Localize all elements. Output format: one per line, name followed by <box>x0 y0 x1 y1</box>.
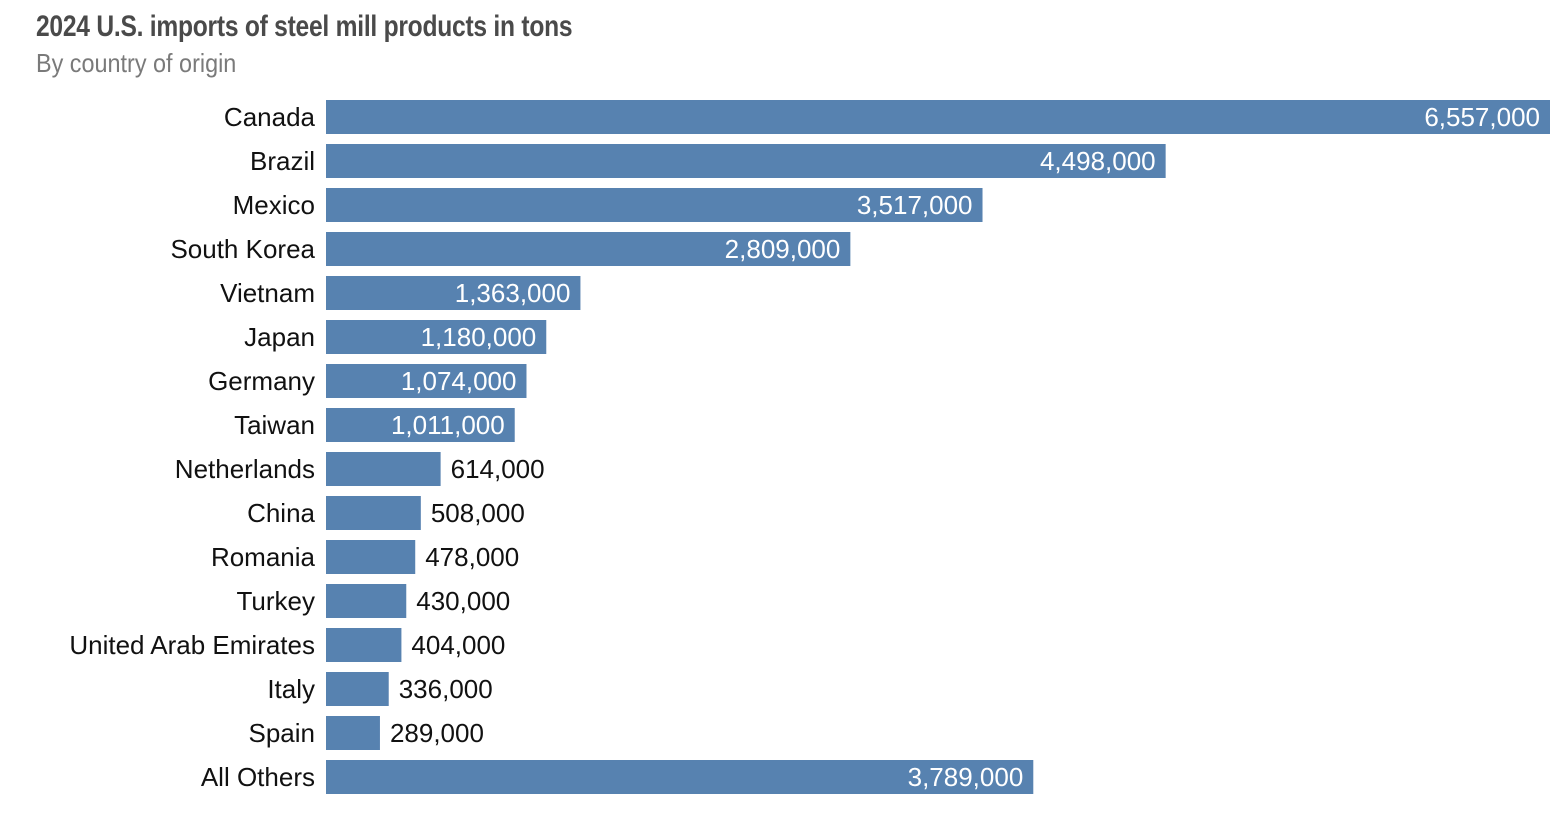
category-label: Canada <box>224 102 316 132</box>
bar <box>326 408 515 442</box>
bar <box>326 232 851 266</box>
category-label: United Arab Emirates <box>69 630 315 660</box>
category-label: Mexico <box>233 190 315 220</box>
value-label: 289,000 <box>390 718 484 748</box>
value-label: 2,809,000 <box>725 234 841 264</box>
value-label: 4,498,000 <box>1040 146 1156 176</box>
category-label: Taiwan <box>234 410 315 440</box>
value-label: 1,180,000 <box>421 322 537 352</box>
value-label: 478,000 <box>425 542 519 572</box>
bar <box>326 584 407 618</box>
value-label: 1,011,000 <box>391 410 505 440</box>
category-label: Vietnam <box>220 278 315 308</box>
value-label: 6,557,000 <box>1424 102 1540 132</box>
chart-title: 2024 U.S. imports of steel mill products… <box>36 10 573 43</box>
bar <box>326 716 380 750</box>
category-label: Italy <box>267 674 315 704</box>
value-label: 508,000 <box>431 498 525 528</box>
bar <box>326 628 402 662</box>
bar <box>326 672 389 706</box>
category-label: Netherlands <box>175 454 315 484</box>
category-label: Japan <box>244 322 315 352</box>
bar <box>326 188 983 222</box>
bar <box>326 452 441 486</box>
category-label: Romania <box>211 542 316 572</box>
bar <box>326 364 527 398</box>
value-label: 404,000 <box>411 630 505 660</box>
category-label: China <box>247 498 315 528</box>
chart-subtitle: By country of origin <box>36 48 237 78</box>
value-label: 336,000 <box>399 674 493 704</box>
bar <box>326 100 1550 134</box>
bar <box>326 320 547 354</box>
value-label: 430,000 <box>416 586 510 616</box>
category-label: Brazil <box>250 146 315 176</box>
category-label: South Korea <box>170 234 315 264</box>
value-label: 1,074,000 <box>401 366 517 396</box>
bar <box>326 276 581 310</box>
category-label: All Others <box>201 762 315 792</box>
value-label: 3,789,000 <box>908 762 1024 792</box>
category-label: Spain <box>249 718 316 748</box>
category-label: Turkey <box>237 586 316 616</box>
value-label: 614,000 <box>451 454 545 484</box>
value-label: 3,517,000 <box>857 190 973 220</box>
value-label: 1,363,000 <box>455 278 571 308</box>
bar <box>326 144 1166 178</box>
bar <box>326 540 416 574</box>
bar <box>326 760 1034 794</box>
bar <box>326 496 421 530</box>
category-label: Germany <box>208 366 315 396</box>
